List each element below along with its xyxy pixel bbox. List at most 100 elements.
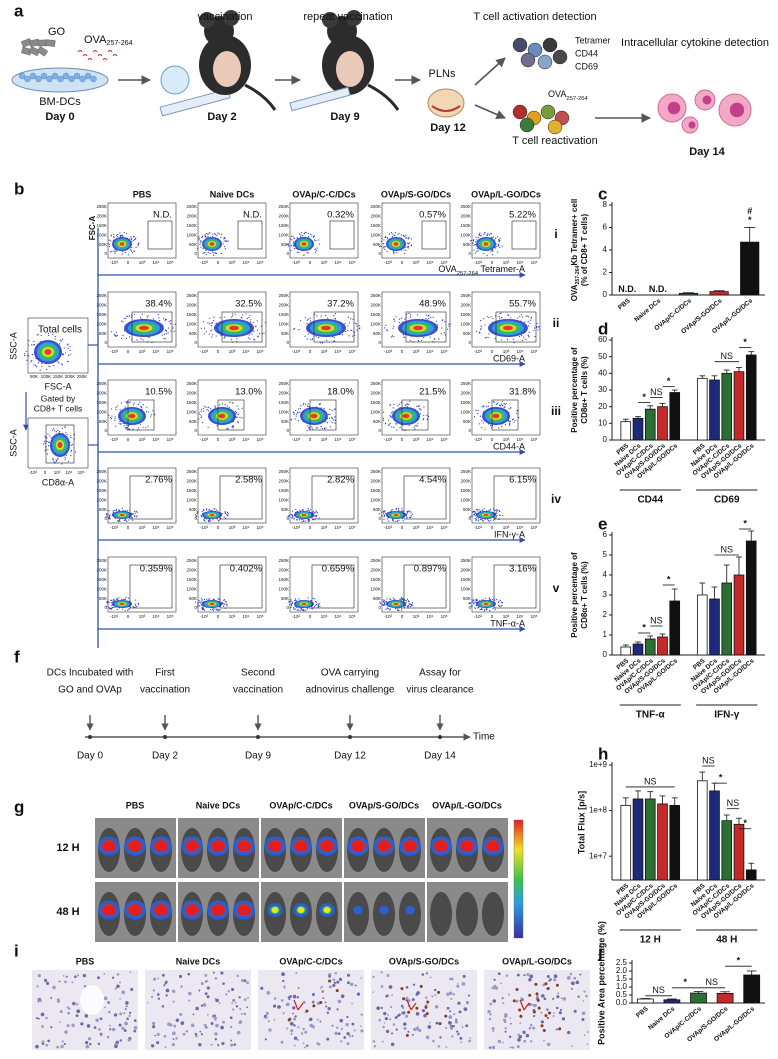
- nucleus: [218, 1002, 221, 1005]
- flow-xtick: 0: [401, 260, 404, 265]
- gate-percentage: 48.9%: [419, 299, 446, 310]
- event-dot: [398, 403, 401, 405]
- timeline-step: Second: [241, 668, 275, 679]
- nucleus: [445, 1046, 448, 1048]
- event-dot: [297, 411, 299, 413]
- event-dot: [390, 412, 393, 414]
- flow-xtick: -10³: [110, 614, 119, 619]
- event-dot: [392, 407, 394, 409]
- event-dot: [208, 518, 211, 520]
- event-dot: [117, 520, 119, 522]
- flow-xtick: 10³: [503, 349, 510, 354]
- event-dot: [473, 601, 475, 603]
- flow-ytick: 50K: [99, 242, 107, 247]
- event-dot: [356, 329, 358, 331]
- nucleus: [35, 1044, 39, 1049]
- flow-ytick: 50K: [189, 331, 197, 336]
- event-dot: [484, 324, 486, 326]
- flow-ytick: 100K: [96, 232, 107, 237]
- event-dot: [63, 347, 65, 349]
- event-dot: [389, 598, 391, 600]
- event-dot: [483, 233, 485, 235]
- nucleus: [266, 991, 271, 995]
- peptide: [112, 54, 118, 57]
- event-dot: [316, 514, 318, 517]
- event-dot: [206, 518, 208, 520]
- nucleus: [59, 1021, 61, 1024]
- event-dot: [296, 251, 298, 253]
- event-dot: [150, 414, 152, 416]
- nucleus: [351, 1002, 353, 1005]
- nucleus: [546, 974, 550, 978]
- flow-xtick: 10⁴: [243, 437, 250, 442]
- event-dot: [200, 327, 202, 329]
- event-dot: [204, 235, 206, 237]
- row-axis-label: IFN-γ-A: [494, 529, 525, 539]
- event-dot: [494, 337, 496, 340]
- nucleus: [129, 971, 132, 973]
- flow-xtick: -10³: [474, 349, 483, 354]
- event-dot: [502, 404, 504, 406]
- event-dot: [483, 508, 485, 510]
- flow-ytick: 250K: [370, 469, 381, 474]
- flow-ytick: 250K: [96, 558, 107, 563]
- event-dot: [392, 250, 395, 252]
- gate: [403, 475, 447, 520]
- signal: [460, 840, 474, 852]
- event-dot: [232, 427, 234, 429]
- event-dot: [214, 405, 216, 407]
- event-dot: [133, 239, 135, 242]
- column-header: OVAp/S-GO/DCs: [381, 189, 451, 199]
- event-dot: [399, 598, 401, 601]
- event-dot: [385, 324, 387, 326]
- nucleus: [232, 998, 236, 1003]
- nucleus: [510, 1022, 512, 1025]
- nucleus: [111, 1027, 116, 1032]
- peptide: [82, 54, 88, 57]
- flow-ytick: 200K: [370, 568, 381, 573]
- nucleus: [319, 1020, 322, 1023]
- flow-xtick: 10³: [54, 470, 61, 475]
- event-dot: [220, 233, 223, 235]
- density: [393, 242, 399, 246]
- flow-xtick: 10³: [503, 260, 510, 265]
- nucleus: [62, 975, 65, 977]
- event-dot: [307, 597, 309, 599]
- event-dot: [114, 420, 116, 422]
- event-dot: [214, 252, 216, 254]
- event-dot: [473, 511, 475, 513]
- flow-ytick: 50K: [463, 596, 471, 601]
- nucleus: [156, 1032, 160, 1037]
- event-dot: [310, 426, 312, 428]
- event-dot: [146, 406, 148, 408]
- flow-xtick: 10³: [139, 437, 146, 442]
- event-dot: [348, 322, 351, 324]
- event-dot: [314, 515, 316, 517]
- nucleus: [89, 1042, 92, 1046]
- nucleus: [571, 981, 575, 986]
- event-dot: [497, 509, 499, 511]
- event-dot: [140, 338, 142, 340]
- nucleus: [87, 1037, 92, 1041]
- event-dot: [403, 249, 405, 251]
- flow-ytick: 150K: [370, 577, 381, 582]
- nucleus: [152, 977, 157, 981]
- nucleus: [532, 1026, 536, 1030]
- event-dot: [333, 336, 335, 339]
- flow-ytick: 100K: [460, 586, 471, 591]
- event-dot: [393, 318, 395, 320]
- event-dot: [326, 339, 328, 341]
- mouse-tail: [367, 83, 400, 111]
- event-dot: [408, 242, 411, 244]
- event-dot: [146, 316, 149, 318]
- event-dot: [306, 319, 308, 321]
- nucleus: [491, 1045, 496, 1050]
- event-dot: [310, 599, 312, 602]
- event-dot: [503, 403, 505, 405]
- event-dot: [197, 602, 199, 604]
- flow-xtick: 10⁴: [517, 437, 524, 442]
- flow-xtick: 0: [217, 614, 220, 619]
- event-dot: [66, 344, 68, 346]
- step-label: Intracellular cytokine detection: [621, 37, 769, 49]
- gate: [311, 564, 355, 609]
